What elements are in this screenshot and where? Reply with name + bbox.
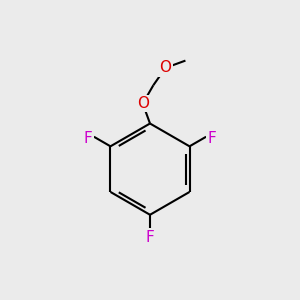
Text: F: F — [84, 131, 92, 146]
Text: F: F — [208, 131, 216, 146]
Text: O: O — [137, 96, 149, 111]
Text: O: O — [160, 60, 172, 75]
Text: F: F — [146, 230, 154, 245]
